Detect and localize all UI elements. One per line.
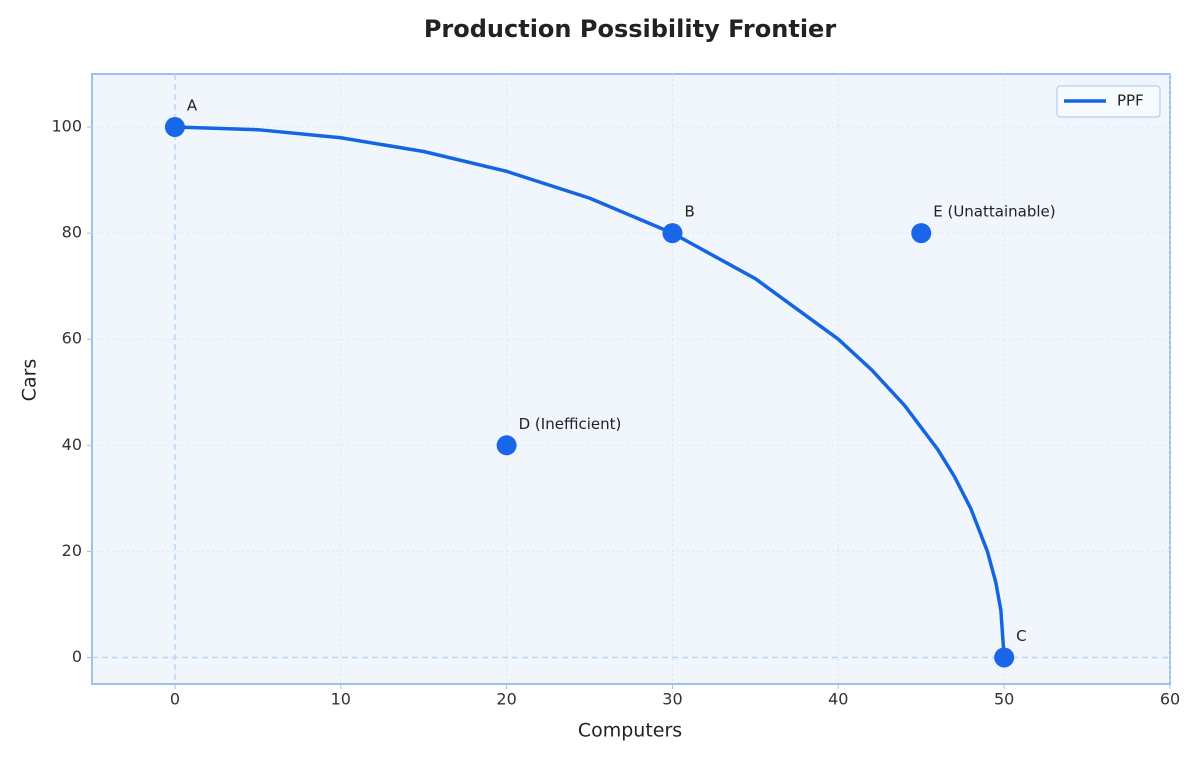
legend-box xyxy=(1056,85,1161,118)
point xyxy=(994,647,1015,668)
y-tick-label: 100 xyxy=(51,117,82,136)
point xyxy=(496,435,517,456)
y-tick-label: 20 xyxy=(62,541,82,560)
point xyxy=(662,223,683,244)
point-label: B xyxy=(684,203,694,221)
y-tick-label: 40 xyxy=(62,435,82,454)
x-tick-label: 40 xyxy=(828,690,848,709)
legend-label: PPF xyxy=(1117,92,1144,110)
point-label: E (Unattainable) xyxy=(933,203,1055,221)
x-tick-label: 30 xyxy=(662,690,682,709)
point-label: C xyxy=(1016,627,1026,645)
x-tick-label: 0 xyxy=(170,690,180,709)
x-tick-label: 50 xyxy=(994,690,1014,709)
x-tick-label: 20 xyxy=(496,690,516,709)
plot-area xyxy=(91,73,1171,685)
chart-title: Production Possibility Frontier xyxy=(424,15,836,43)
point-label: D (Inefficient) xyxy=(519,415,622,433)
x-tick-label: 60 xyxy=(1160,690,1180,709)
y-tick-label: 60 xyxy=(62,329,82,348)
y-tick-label: 80 xyxy=(62,223,82,242)
ppf-line xyxy=(174,125,1006,658)
point xyxy=(164,117,185,138)
x-axis-label: Computers xyxy=(578,720,682,742)
y-axis-label: Cars xyxy=(19,359,41,402)
y-tick-label: 0 xyxy=(72,647,82,666)
point-label: A xyxy=(187,97,198,115)
point xyxy=(911,223,932,244)
x-tick-label: 10 xyxy=(331,690,351,709)
